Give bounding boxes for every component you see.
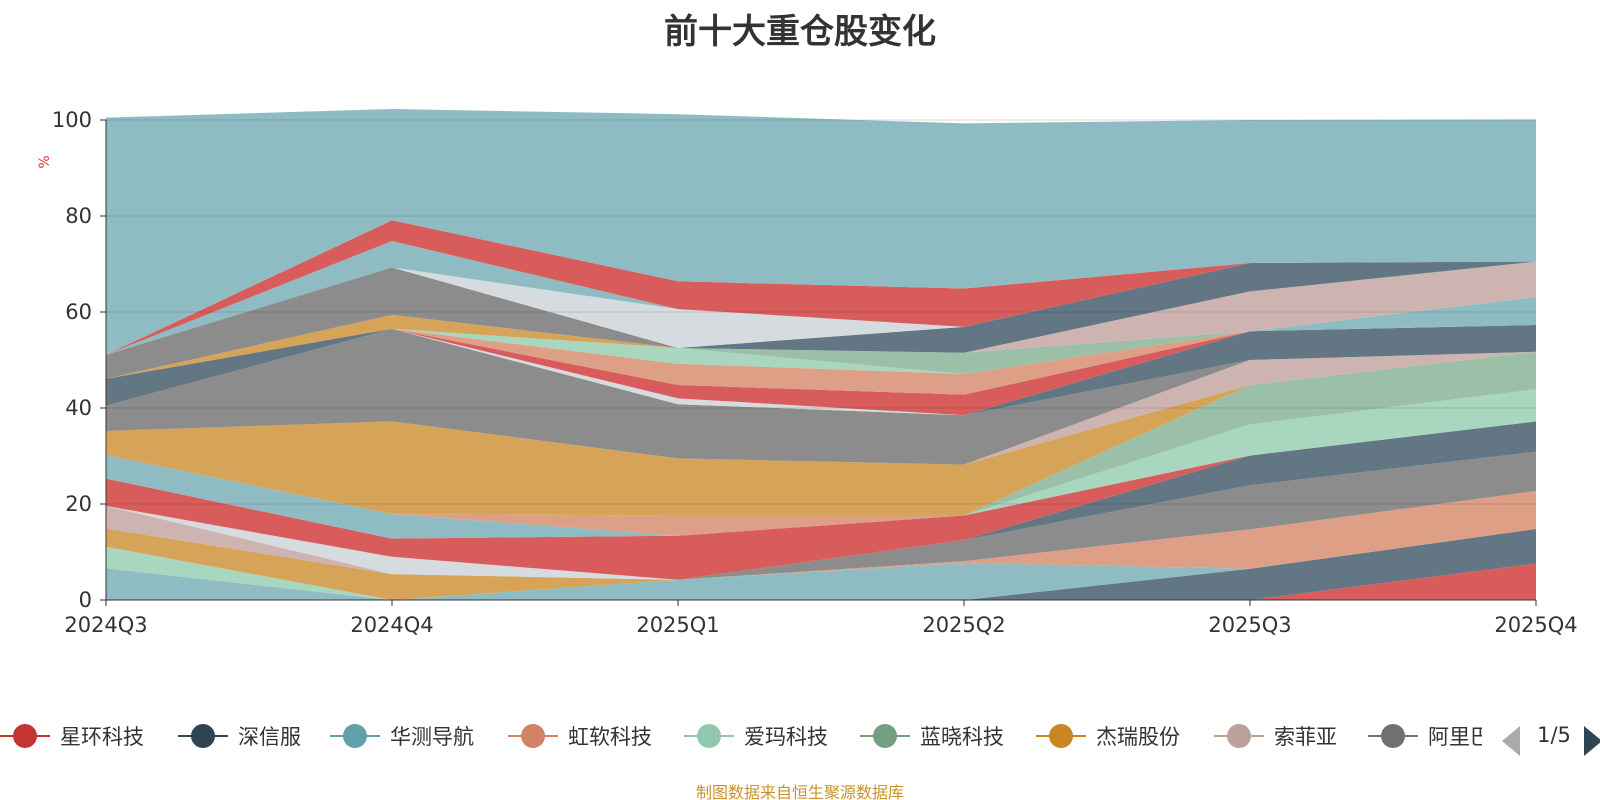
y-tick-label: 60 [65, 300, 92, 324]
legend-item-label: 阿里巴巴 [1428, 725, 1482, 749]
legend-marker-icon [0, 723, 50, 749]
series-area-s17 [106, 351, 1536, 465]
series-area-s31 [106, 261, 1536, 355]
series-areas [106, 109, 1536, 600]
legend-item[interactable]: 阿里巴巴 [1368, 716, 1482, 756]
series-area-s34 [106, 109, 1536, 355]
legend-item[interactable]: 杰瑞股份 [1036, 716, 1180, 756]
legend-next-page-icon[interactable] [1584, 726, 1600, 756]
series-area-s2 [106, 529, 1536, 600]
legend-marker-icon [508, 723, 558, 749]
series-area-s30 [106, 261, 1536, 355]
series-area-s3 [106, 529, 1536, 600]
legend-marker-icon [330, 723, 380, 749]
series-area-s11 [106, 421, 1536, 580]
legend-marker-icon [684, 723, 734, 749]
series-area-s25 [106, 297, 1536, 379]
series-area-s6 [106, 451, 1536, 600]
legend-marker-icon [1214, 723, 1264, 749]
legend-item-label: 蓝晓科技 [920, 725, 1004, 749]
series-area-s28 [106, 261, 1536, 379]
legend-item-label: 杰瑞股份 [1096, 725, 1180, 749]
legend-marker-icon [178, 723, 228, 749]
series-area-s33 [106, 220, 1536, 355]
y-tick-label: 0 [79, 588, 92, 612]
series-area-s20 [106, 325, 1536, 416]
legend-item-label: 索菲亚 [1274, 725, 1337, 749]
y-tick-label: 40 [65, 396, 92, 420]
legend-item-label: 星环科技 [60, 725, 144, 749]
legend-item[interactable]: 索菲亚 [1214, 716, 1337, 756]
series-area-s4 [106, 491, 1536, 600]
y-tick-label: 100 [52, 108, 92, 132]
legend-marker-icon [1036, 723, 1086, 749]
series-area-s18 [106, 328, 1536, 465]
chart-svg: 0 20 40 60 80 100 2024Q3 2024Q4 2025Q1 2025Q2 2025… [37, 108, 1578, 637]
legend: 星环科技 深信服 华测导航 虹软科技 爱玛科技 蓝晓科技 杰瑞股份 索菲亚 阿里巴巴 1/5 [0, 716, 1600, 756]
x-tick-label: 2025Q4 [1494, 613, 1577, 637]
series-area-s1 [106, 563, 1536, 600]
series-area-s29 [106, 261, 1536, 379]
series-area-s16 [106, 351, 1536, 516]
chart-title: 前十大重仓股变化 [664, 12, 936, 52]
legend-item[interactable]: 华测导航 [330, 716, 474, 756]
legend-page-indicator: 1/5 [1537, 723, 1571, 747]
legend-marker-icon [860, 723, 910, 749]
legend-item[interactable]: 星环科技 [0, 716, 144, 756]
x-tick-label: 2025Q2 [922, 613, 1005, 637]
y-tick-label: 20 [65, 492, 92, 516]
x-tick-label: 2025Q3 [1208, 613, 1291, 637]
series-area-s21 [106, 325, 1536, 416]
legend-item[interactable]: 蓝晓科技 [860, 716, 1004, 756]
legend-prev-page-icon[interactable] [1502, 726, 1520, 756]
legend-items: 星环科技 深信服 华测导航 虹软科技 爱玛科技 蓝晓科技 杰瑞股份 索菲亚 阿里巴巴 [0, 716, 1482, 756]
series-area-s32 [106, 241, 1536, 355]
legend-item[interactable]: 深信服 [178, 716, 301, 756]
legend-marker-icon [1368, 723, 1418, 749]
legend-item-label: 华测导航 [390, 725, 474, 749]
x-tick-label: 2024Q3 [64, 613, 147, 637]
series-area-s19 [106, 325, 1536, 416]
y-axis-unit-label: % [37, 155, 53, 168]
legend-item[interactable]: 爱玛科技 [684, 716, 828, 756]
source-note: 制图数据来自恒生聚源数据库 [695, 783, 904, 800]
x-tick-label: 2025Q1 [636, 613, 719, 637]
axes: 0 20 40 60 80 100 2024Q3 2024Q4 2025Q1 2025Q2 2025… [52, 108, 1578, 637]
legend-item-label: 爱玛科技 [744, 725, 828, 749]
legend-item-label: 深信服 [238, 725, 301, 749]
x-tick-label: 2024Q4 [350, 613, 433, 637]
legend-item-label: 虹软科技 [568, 725, 652, 749]
y-tick-label: 80 [65, 204, 92, 228]
series-area-s23 [106, 297, 1536, 406]
legend-item[interactable]: 虹软科技 [508, 716, 652, 756]
